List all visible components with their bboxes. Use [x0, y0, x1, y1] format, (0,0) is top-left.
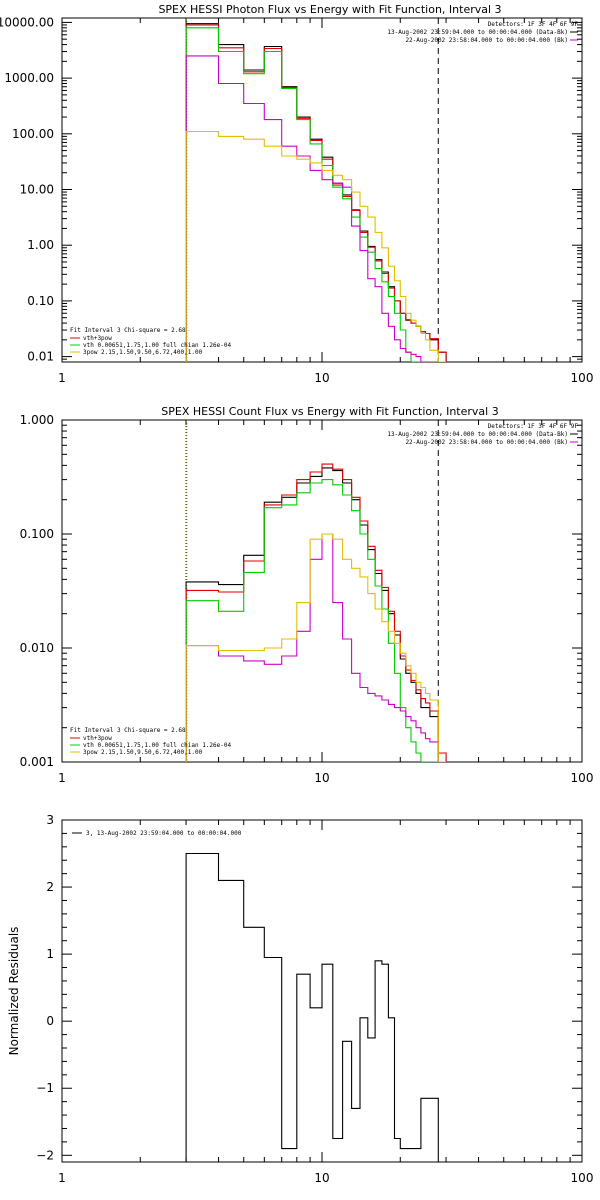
series-line-3: [185, 533, 447, 762]
y-tick-label: 1.000: [20, 413, 54, 427]
legend-entry: vth 0.00651,1.75,1.00 full chian 1.26e-0…: [83, 342, 231, 349]
x-tick-label: 100: [571, 371, 594, 385]
x-tick-label: 1: [58, 1171, 66, 1185]
x-tick-label: 1: [58, 771, 66, 785]
y-tick-label: −1: [36, 1081, 54, 1095]
detectors-label: Detectors: 1F 3F 4F 6F 9F: [488, 21, 579, 28]
y-tick-label: 10000.00: [0, 15, 54, 29]
series-line-0: [185, 852, 439, 1162]
series-line-0: [185, 467, 447, 762]
chart-title: SPEX HESSI Photon Flux vs Energy with Fi…: [158, 3, 501, 16]
detectors-label: Detectors: 1F 3F 4F 6F 9F: [488, 423, 579, 430]
x-tick-label: 100: [571, 1171, 594, 1185]
y-tick-label: 3: [46, 813, 54, 827]
y-tick-label: 2: [46, 880, 54, 894]
series-line-1: [185, 463, 447, 762]
series-line-2: [185, 27, 447, 362]
x-tick-label: 1: [58, 371, 66, 385]
y-tick-label: 1: [46, 947, 54, 961]
y-tick-label: −2: [36, 1148, 54, 1162]
legend-entry: vth+3pow: [83, 735, 112, 742]
series-line-3: [185, 55, 447, 362]
chart-title: SPEX HESSI Count Flux vs Energy with Fit…: [161, 405, 498, 418]
y-axis-label: Normalized Residuals: [7, 927, 21, 1056]
series-line-4: [185, 130, 447, 362]
interval-label: 13-Aug-2002 23:59:04.000 to 00:00:04.000…: [387, 29, 568, 36]
y-tick-label: 0: [46, 1014, 54, 1028]
series-line-1: [185, 24, 447, 362]
legend-entry: vth 0.00651,1.75,1.00 full chian 1.26e-0…: [83, 742, 231, 749]
x-tick-label: 10: [314, 771, 329, 785]
y-tick-label: 100.00: [12, 127, 54, 141]
legend-entry: 3pow 2.15,1.50,9.50,6.72,400,1.00: [83, 749, 203, 756]
y-tick-label: 1000.00: [4, 71, 54, 85]
y-tick-label: 0.100: [20, 527, 54, 541]
legend-entry: 3pow 2.15,1.50,9.50,6.72,400,1.00: [83, 349, 203, 356]
y-tick-label: 0.001: [20, 755, 54, 769]
x-tick-label: 10: [314, 1171, 329, 1185]
background-label: 22-Aug-2002 23:58:04.000 to 00:00:04.000…: [405, 439, 568, 446]
x-tick-label: 10: [314, 371, 329, 385]
series-line-4: [185, 533, 447, 762]
y-tick-label: 10.00: [20, 183, 54, 197]
legend-entry: 3, 13-Aug-2002 23:59:04.000 to 00:00:04.…: [86, 830, 242, 837]
y-tick-label: 1.00: [27, 238, 54, 252]
legend-header: Fit Interval 3 Chi-square = 2.68: [70, 727, 186, 734]
series-line-0: [185, 23, 447, 362]
legend-header: Fit Interval 3 Chi-square = 2.68: [70, 327, 186, 334]
y-tick-label: 0.10: [27, 294, 54, 308]
y-tick-label: 0.010: [20, 641, 54, 655]
series-line-2: [185, 479, 447, 762]
y-tick-label: 0.01: [27, 350, 54, 364]
interval-label: 13-Aug-2002 23:59:04.000 to 00:00:04.000…: [387, 431, 568, 438]
legend-entry: vth+3pow: [83, 335, 112, 342]
plot-frame: [61, 17, 583, 363]
x-tick-label: 100: [571, 771, 594, 785]
background-label: 22-Aug-2002 23:58:04.000 to 00:00:04.000…: [405, 37, 568, 44]
